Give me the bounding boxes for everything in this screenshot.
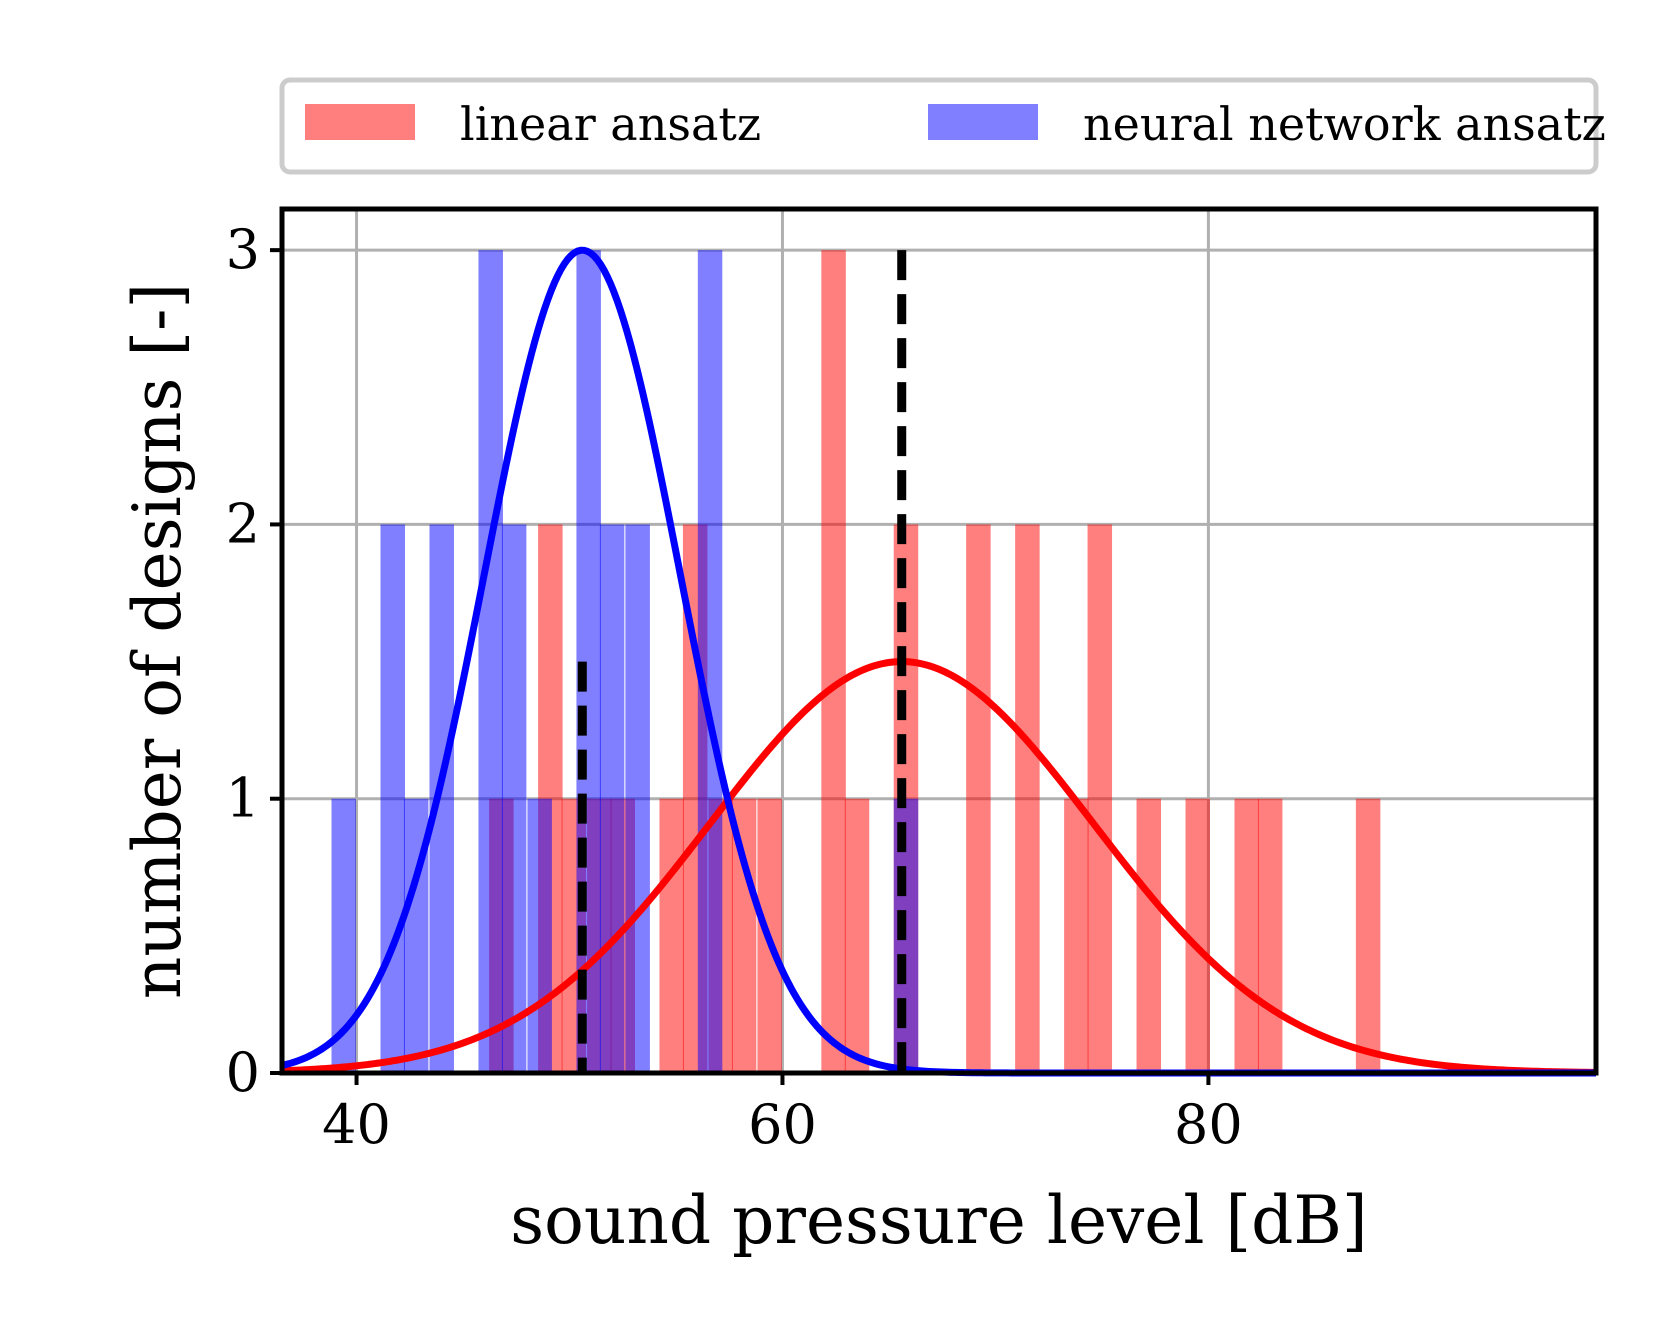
- linear-ansatz-bar: [1087, 524, 1113, 1073]
- x-axis-label: sound pressure level [dB]: [510, 1182, 1367, 1259]
- y-tick-label: 3: [226, 218, 260, 281]
- x-tick-label: 60: [748, 1093, 817, 1156]
- linear-ansatz-bar: [966, 524, 991, 1073]
- legend-swatch-linear: [305, 104, 415, 140]
- y-axis-label: number of designs [-]: [119, 283, 196, 999]
- y-tick-label: 0: [226, 1041, 260, 1104]
- linear-ansatz-bar: [844, 798, 870, 1073]
- y-tick-label: 1: [226, 767, 260, 830]
- neural-network-ansatz-bar: [599, 524, 625, 1073]
- linear-ansatz-bar: [1355, 798, 1381, 1073]
- x-tick-label: 80: [1174, 1093, 1243, 1156]
- linear-ansatz-bar: [659, 798, 684, 1073]
- neural-network-ansatz-bar: [380, 524, 405, 1073]
- linear-ansatz-bar: [1015, 524, 1040, 1073]
- neural-network-ansatz-bar: [625, 524, 650, 1073]
- plot-frame: [279, 206, 1599, 1076]
- linear-ansatz-bar: [1234, 798, 1259, 1073]
- x-tick-label: 40: [322, 1093, 391, 1156]
- linear-ansatz-bar: [1136, 798, 1162, 1073]
- legend-label-linear: linear ansatz: [460, 97, 761, 151]
- neural-network-ansatz-bar: [429, 524, 454, 1073]
- linear-ansatz-bar: [1257, 798, 1283, 1073]
- linear-ansatz-bar: [821, 250, 846, 1074]
- legend: linear ansatz neural network ansatz: [279, 77, 1606, 175]
- linear-ansatz-bar: [1064, 798, 1089, 1073]
- neural-network-ansatz-bar: [501, 524, 527, 1073]
- neural-network-ansatz-bar: [478, 250, 503, 1074]
- mean-lines: [577, 250, 907, 1073]
- axis-ticks: 40 60 80 0 1 2 3: [226, 218, 1243, 1156]
- y-tick-label: 2: [226, 492, 260, 555]
- legend-swatch-neural-network: [928, 104, 1038, 140]
- neural-network-ansatz-bar: [697, 250, 723, 1074]
- neural-network-ansatz-bar: [527, 798, 552, 1073]
- linear-ansatz-fit-curve: [281, 658, 1597, 1076]
- legend-label-neural-network: neural network ansatz: [1083, 97, 1606, 151]
